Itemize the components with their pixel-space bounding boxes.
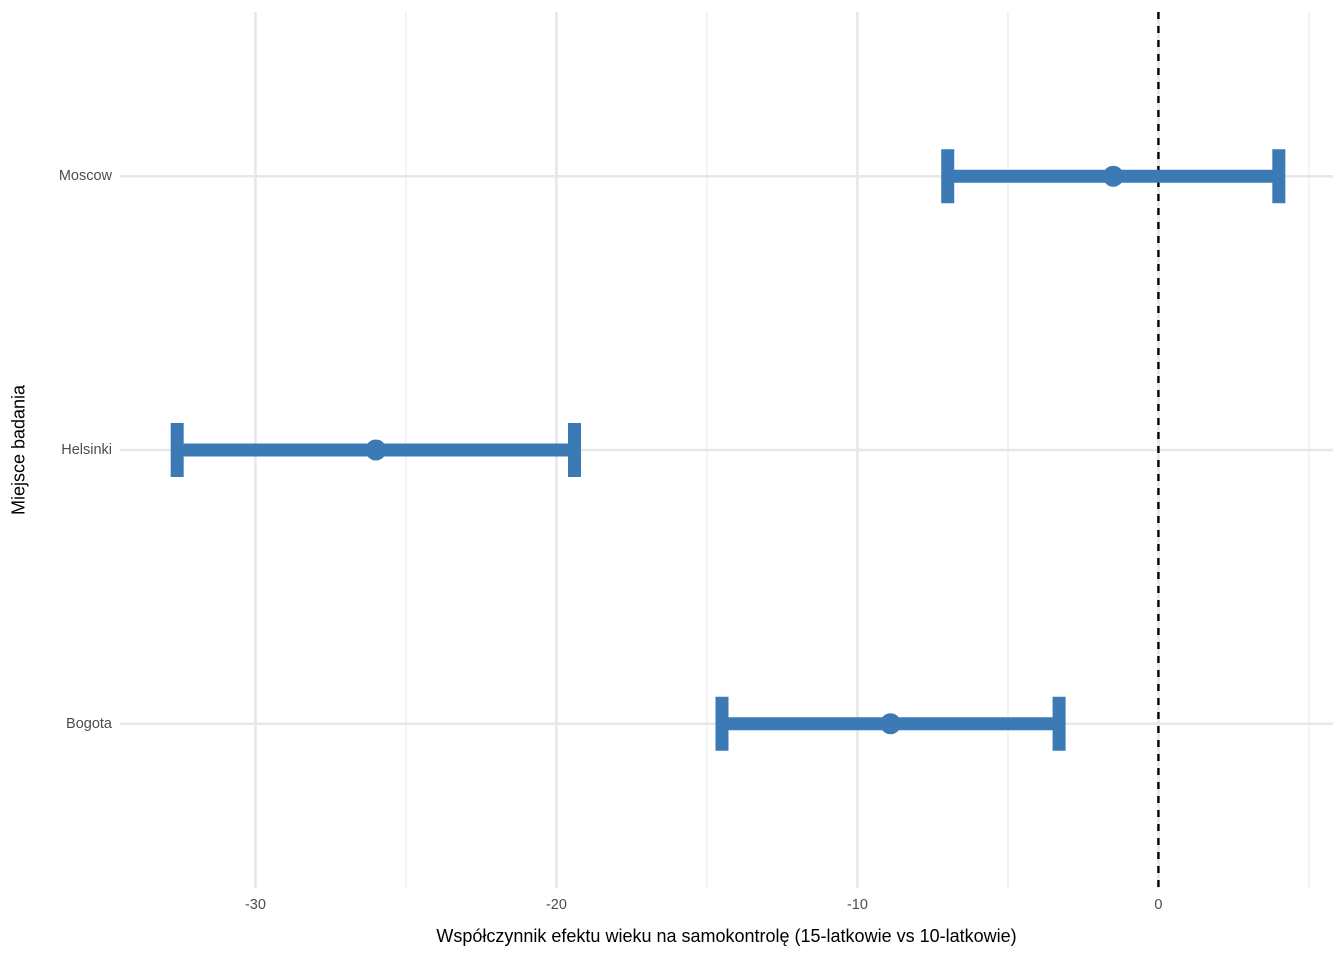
- point-estimate-helsinki: [365, 439, 387, 461]
- y-category-label-helsinki: Helsinki: [61, 442, 112, 458]
- point-estimate-bogota: [880, 713, 902, 735]
- x-axis-title: Współczynnik efektu wieku na samokontrol…: [436, 926, 1017, 946]
- y-category-label-moscow: Moscow: [58, 168, 112, 185]
- x-tick-label: -30: [244, 897, 266, 913]
- x-tick-label: -20: [545, 897, 567, 913]
- x-tick-label: -10: [846, 897, 868, 913]
- x-tick-label: 0: [1154, 897, 1163, 913]
- y-axis-title: Miejsce badania: [8, 384, 29, 516]
- y-category-label-bogota: Bogota: [66, 715, 112, 732]
- point-estimate-moscow: [1102, 165, 1124, 187]
